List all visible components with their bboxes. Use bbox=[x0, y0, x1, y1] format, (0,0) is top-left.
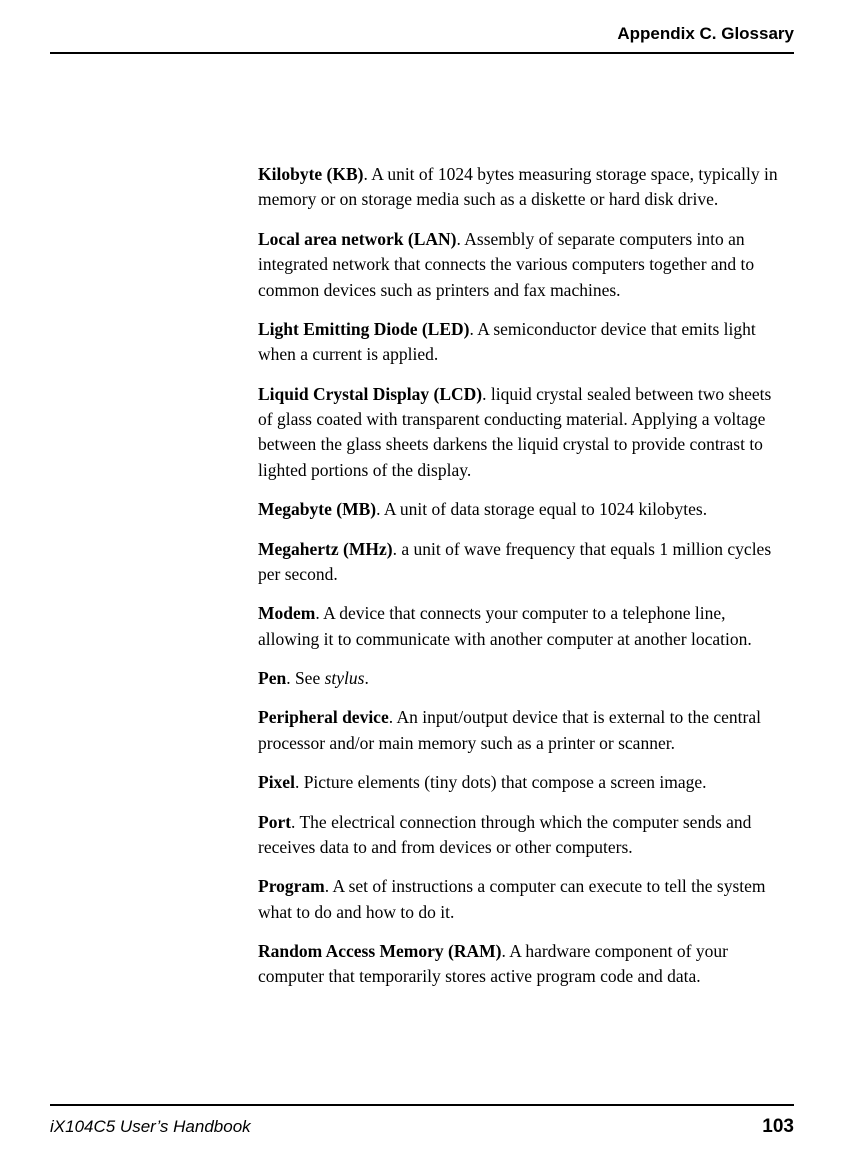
footer-rule bbox=[50, 1104, 794, 1106]
glossary-definition: . A device that connects your computer t… bbox=[258, 603, 752, 648]
glossary-entry: Port. The electrical connection through … bbox=[258, 810, 782, 861]
glossary-definition: . Picture elements (tiny dots) that comp… bbox=[295, 772, 707, 792]
glossary-entry: Peripheral device. An input/output devic… bbox=[258, 705, 782, 756]
glossary-term: Kilobyte (KB) bbox=[258, 164, 363, 184]
glossary-entry: Liquid Crystal Display (LCD). liquid cry… bbox=[258, 382, 782, 484]
glossary-entry: Local area network (LAN). Assembly of se… bbox=[258, 227, 782, 303]
header-rule bbox=[50, 52, 794, 54]
glossary-term: Port bbox=[258, 812, 291, 832]
glossary-definition: . A unit of data storage equal to 1024 k… bbox=[376, 499, 707, 519]
footer-row: iX104C5 User’s Handbook 103 bbox=[50, 1116, 794, 1138]
glossary-term: Pixel bbox=[258, 772, 295, 792]
glossary-entry: Megabyte (MB). A unit of data storage eq… bbox=[258, 497, 782, 522]
glossary-term: Pen bbox=[258, 668, 286, 688]
glossary-term: Random Access Memory (RAM) bbox=[258, 941, 501, 961]
glossary-term: Megahertz (MHz) bbox=[258, 539, 393, 559]
glossary-entry: Modem. A device that connects your compu… bbox=[258, 601, 782, 652]
page-number: 103 bbox=[762, 1116, 794, 1138]
footer-handbook-title: iX104C5 User’s Handbook bbox=[50, 1117, 251, 1137]
header-title: Appendix C. Glossary bbox=[50, 24, 794, 44]
glossary-entry: Light Emitting Diode (LED). A semiconduc… bbox=[258, 317, 782, 368]
glossary-term: Modem bbox=[258, 603, 315, 623]
glossary-definition: . The electrical connection through whic… bbox=[258, 812, 751, 857]
glossary-term: Liquid Crystal Display (LCD) bbox=[258, 384, 482, 404]
glossary-entry: Random Access Memory (RAM). A hardware c… bbox=[258, 939, 782, 990]
glossary-term: Peripheral device bbox=[258, 707, 389, 727]
glossary-entry: Pixel. Picture elements (tiny dots) that… bbox=[258, 770, 782, 795]
footer: iX104C5 User’s Handbook 103 bbox=[50, 1104, 794, 1138]
glossary-term: Light Emitting Diode (LED) bbox=[258, 319, 469, 339]
glossary-content: Kilobyte (KB). A unit of 1024 bytes meas… bbox=[258, 162, 782, 990]
glossary-definition-pre: . See bbox=[286, 668, 324, 688]
glossary-definition: . A set of instructions a computer can e… bbox=[258, 876, 766, 921]
glossary-entry: Kilobyte (KB). A unit of 1024 bytes meas… bbox=[258, 162, 782, 213]
page: Appendix C. Glossary Kilobyte (KB). A un… bbox=[0, 0, 844, 1164]
glossary-definition-italic: stylus bbox=[325, 668, 365, 688]
glossary-term: Program bbox=[258, 876, 325, 896]
glossary-definition-post: . bbox=[364, 668, 368, 688]
glossary-term: Megabyte (MB) bbox=[258, 499, 376, 519]
glossary-term: Local area network (LAN) bbox=[258, 229, 456, 249]
glossary-entry: Program. A set of instructions a compute… bbox=[258, 874, 782, 925]
glossary-entry: Megahertz (MHz). a unit of wave frequenc… bbox=[258, 537, 782, 588]
header: Appendix C. Glossary bbox=[50, 24, 794, 54]
glossary-entry: Pen. See stylus. bbox=[258, 666, 782, 691]
